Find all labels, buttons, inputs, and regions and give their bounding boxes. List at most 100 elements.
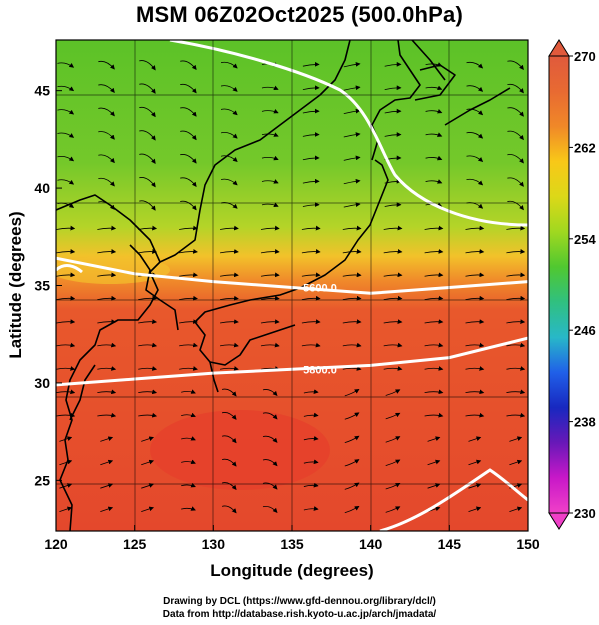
streamline: [181, 436, 196, 441]
streamline: [424, 319, 444, 324]
streamline: [465, 389, 485, 395]
streamline: [260, 295, 280, 301]
streamline: [383, 342, 403, 348]
streamline: [507, 200, 524, 211]
streamline: [384, 202, 402, 208]
streamline: [260, 272, 280, 278]
streamline: [261, 85, 279, 91]
streamline: [383, 319, 403, 324]
streamline: [465, 225, 485, 231]
streamline: [342, 249, 362, 254]
streamline: [468, 436, 482, 442]
y-tick-label: 40: [34, 180, 50, 196]
streamline: [220, 155, 238, 163]
y-tick-label: 30: [34, 375, 50, 391]
streamline: [301, 225, 321, 231]
streamline: [466, 108, 484, 116]
streamline: [506, 225, 526, 231]
streamline: [468, 459, 482, 466]
streamline: [138, 389, 158, 395]
streamline: [427, 436, 441, 442]
streamline: [261, 109, 279, 114]
colorbar-label: 270: [574, 49, 596, 64]
streamline: [468, 506, 482, 512]
streamline: [427, 483, 441, 489]
streamline: [303, 506, 319, 511]
streamline: [506, 412, 526, 418]
streamline: [57, 202, 75, 209]
colorbar-bottom-triangle: [548, 512, 570, 530]
streamline: [465, 412, 485, 418]
streamline: [301, 295, 321, 301]
contour-southeast: [379, 468, 528, 531]
streamline: [262, 505, 278, 513]
streamline: [465, 295, 485, 301]
streamline: [59, 483, 73, 489]
streamline: [384, 61, 402, 67]
streamline: [100, 506, 114, 512]
contour-label: 5800.0: [303, 364, 337, 376]
streamline: [139, 177, 156, 188]
streamline: [139, 153, 156, 164]
streamline: [180, 60, 197, 71]
streamline: [425, 179, 443, 184]
streamline: [342, 366, 362, 371]
streamline: [180, 107, 197, 117]
streamline: [507, 107, 524, 117]
streamline: [343, 155, 361, 161]
streamline: [57, 85, 75, 92]
streamline: [302, 202, 320, 208]
streamline: [219, 342, 239, 348]
streamline: [466, 132, 484, 139]
streamline: [303, 389, 319, 394]
streamline: [98, 154, 115, 164]
streamline: [220, 132, 238, 139]
streamline: [343, 132, 361, 138]
streamline: [427, 459, 441, 466]
streamline: [507, 60, 524, 71]
streamline: [181, 459, 196, 464]
x-tick-label: 130: [202, 536, 226, 552]
streamline: [56, 225, 76, 231]
streamline: [302, 155, 320, 161]
streamline: [57, 109, 75, 115]
streamline: [506, 249, 526, 254]
streamline: [59, 459, 73, 466]
streamline: [138, 319, 158, 324]
credit-drawing: Drawing by DCL (https://www.gfd-dennou.o…: [163, 596, 436, 607]
streamline: [100, 483, 114, 489]
streamline: [302, 132, 320, 137]
streamline: [219, 272, 239, 278]
streamline: [97, 342, 117, 348]
streamline: [506, 295, 526, 301]
streamline: [424, 366, 444, 371]
streamline: [424, 342, 444, 348]
x-tick-label: 150: [516, 536, 540, 552]
streamline: [466, 155, 484, 162]
streamline: [384, 132, 402, 137]
streamline: [97, 272, 117, 278]
streamline: [383, 249, 403, 254]
streamline: [180, 200, 197, 211]
streamline: [138, 412, 158, 418]
colorbar-label: 230: [574, 506, 596, 521]
streamline: [100, 436, 114, 442]
streamline: [97, 412, 117, 418]
streamline: [97, 295, 117, 301]
x-tick-label: 125: [123, 536, 147, 552]
streamline: [343, 61, 361, 68]
colorbar-labels: 270 262 254 246 238 230: [569, 49, 596, 521]
streamline: [383, 225, 403, 231]
streamline: [180, 130, 197, 141]
streamline: [301, 249, 321, 254]
streamline: [220, 178, 238, 186]
streamline: [301, 272, 321, 278]
streamline: [57, 62, 75, 68]
warm-anomaly: [150, 410, 330, 490]
streamline: [138, 342, 158, 348]
colorbar-label: 238: [574, 415, 596, 430]
streamline: [59, 506, 73, 512]
streamline: [424, 272, 444, 278]
streamline: [424, 412, 444, 418]
y-tick-label: 35: [34, 278, 50, 294]
